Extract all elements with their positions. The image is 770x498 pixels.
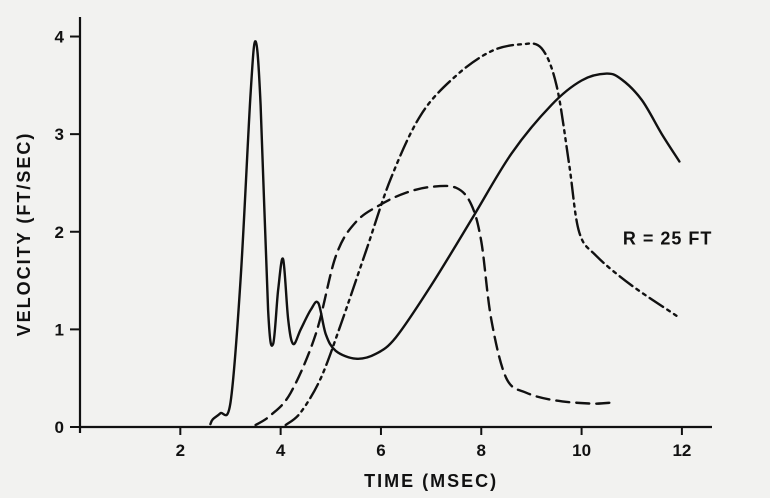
y-tick-label: 1: [55, 320, 64, 339]
x-tick-label: 10: [572, 441, 591, 460]
series-line-dash-dot-dot: [284, 42, 681, 427]
x-tick-label: 8: [477, 441, 486, 460]
series-lines: [209, 40, 681, 427]
y-tick-label: 4: [55, 28, 65, 47]
series-line-solid: [209, 40, 681, 426]
x-tick-label: 6: [376, 441, 385, 460]
y-tick-label: 3: [55, 125, 64, 144]
x-tick-label: 2: [176, 441, 185, 460]
series-line-dashed: [254, 184, 613, 427]
y-axis-title: VELOCITY (FT/SEC): [14, 132, 34, 337]
y-tick-label: 0: [55, 418, 64, 437]
x-tick-label: 12: [672, 441, 691, 460]
x-tick-label: 4: [276, 441, 286, 460]
x-axis-title: TIME (MSEC): [364, 471, 498, 491]
range-annotation: R = 25 FT: [623, 229, 713, 249]
y-tick-label: 2: [55, 223, 64, 242]
